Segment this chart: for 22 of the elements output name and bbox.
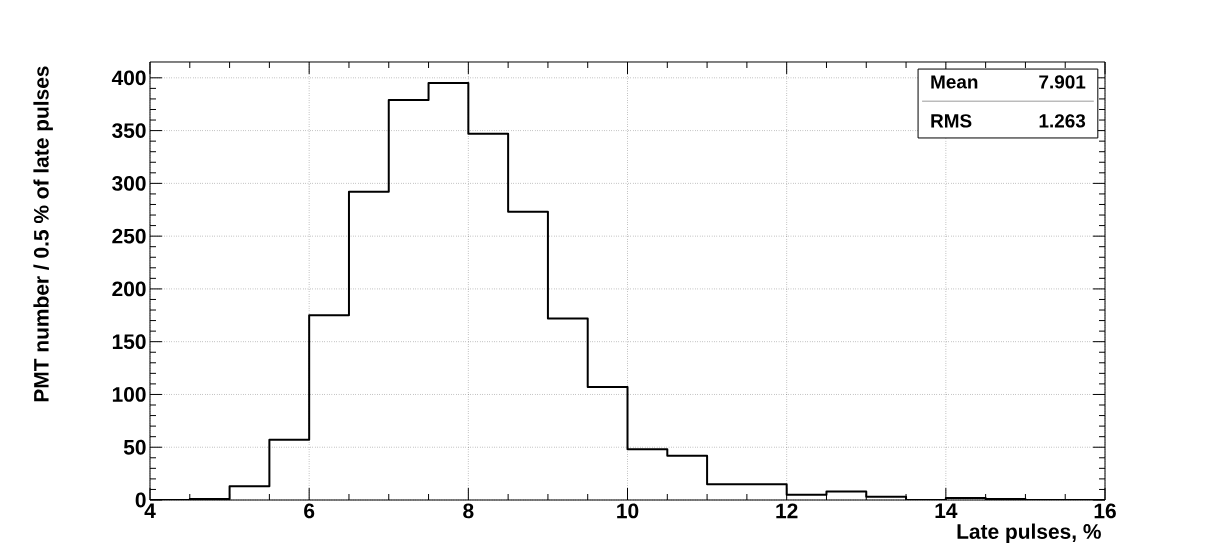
y-tick-label: 50 xyxy=(123,439,146,455)
y-tick-label: 350 xyxy=(112,123,146,139)
annotation: 1.263 xyxy=(1039,114,1086,128)
y-tick-label: 100 xyxy=(112,387,146,402)
y-tick-label: 0 xyxy=(135,492,146,508)
annotation: 7.901 xyxy=(1039,75,1086,89)
y-tick-label: 400 xyxy=(111,70,146,86)
y-tick-label: 300 xyxy=(112,175,146,191)
x-tick-label: 12 xyxy=(776,503,798,519)
x-tick-label: 8 xyxy=(463,503,474,519)
x-tick-label: 4 xyxy=(144,503,156,518)
x-tick-label: 14 xyxy=(935,503,958,518)
y-tick-label: 200 xyxy=(112,281,146,297)
x-axis-title: Late pulses, % xyxy=(957,523,1101,544)
y-tick-label: 250 xyxy=(112,228,146,244)
y-axis-title: PMT number / 0.5 % of late pulses xyxy=(33,66,53,402)
annotation: RMS xyxy=(931,114,972,128)
x-tick-label: 6 xyxy=(304,503,315,519)
y-tick-label: 150 xyxy=(112,334,146,350)
annotation: Mean xyxy=(931,75,978,89)
x-tick-label: 10 xyxy=(617,503,639,519)
x-tick-label: 16 xyxy=(1094,503,1116,519)
